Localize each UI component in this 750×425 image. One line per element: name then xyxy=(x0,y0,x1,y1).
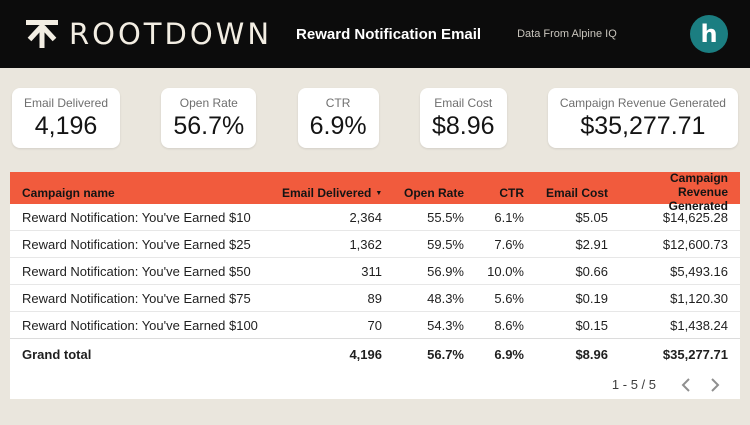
kpi-label: Email Delivered xyxy=(24,96,109,110)
metric-value-cell: $1,438.24 xyxy=(670,317,728,333)
grand-total-email-cost: $8.96 xyxy=(575,347,608,362)
campaign-name-cell: Reward Notification: You've Earned $100 xyxy=(22,317,258,333)
column-header-email-cost[interactable]: Email Cost xyxy=(545,185,608,200)
grand-total-row: Grand total 4,196 56.7% 6.9% $8.96 $35,2… xyxy=(10,339,740,370)
metric-value-cell: 7.6% xyxy=(494,236,524,252)
grand-total-label: Grand total xyxy=(22,347,92,362)
metric-value-cell: 8.6% xyxy=(494,317,524,333)
campaign-name-cell: Reward Notification: You've Earned $10 xyxy=(22,209,251,225)
campaign-name-cell: Reward Notification: You've Earned $50 xyxy=(22,263,251,279)
table-row: Reward Notification: You've Earned $50 31… xyxy=(10,258,740,285)
sort-desc-icon: ▼ xyxy=(375,189,383,197)
chevron-left-icon xyxy=(681,377,690,392)
metric-value-cell: 1,362 xyxy=(349,236,382,252)
kpi-label: Open Rate xyxy=(179,96,238,110)
grand-total-email-delivered: 4,196 xyxy=(349,347,382,362)
grand-total-campaign-revenue: $35,277.71 xyxy=(662,347,728,362)
headset-avatar-badge: h xyxy=(690,15,728,53)
kpi-label: CTR xyxy=(325,96,351,110)
grand-total-open-rate: 56.7% xyxy=(427,347,464,362)
chevron-right-icon xyxy=(710,377,719,392)
page-range-label: 1 - 5 / 5 xyxy=(611,377,656,392)
kpi-value: 4,196 xyxy=(34,112,98,140)
metric-value-cell: $12,600.73 xyxy=(662,236,728,252)
metric-value-cell: $2.91 xyxy=(575,236,608,252)
grand-total-ctr: 6.9% xyxy=(494,347,524,362)
metric-value-cell: 56.9% xyxy=(427,263,464,279)
kpi-scorecards: Email Delivered 4,196 Open Rate 56.7% CT… xyxy=(12,88,738,148)
table-row: Reward Notification: You've Earned $75 89… xyxy=(10,285,740,312)
metric-value-cell: 6.1% xyxy=(494,209,524,225)
logo-wordmark: ROOTDOWN xyxy=(69,17,273,51)
column-header-email-delivered[interactable]: Email Delivered ▼ xyxy=(282,185,383,200)
kpi-card-ctr: CTR 6.9% xyxy=(297,88,379,148)
metric-value-cell: 48.3% xyxy=(427,290,464,306)
kpi-value: $8.96 xyxy=(431,112,495,140)
metric-value-cell: $5.05 xyxy=(575,209,608,225)
column-header-open-rate[interactable]: Open Rate xyxy=(403,185,464,200)
report-title: Reward Notification Email xyxy=(296,25,482,43)
rootdown-logo: ROOTDOWN xyxy=(25,17,272,51)
metric-value-cell: $0.66 xyxy=(575,263,608,279)
table-pagination: 1 - 5 / 5 xyxy=(10,370,740,399)
campaign-name-cell: Reward Notification: You've Earned $75 xyxy=(22,290,251,306)
rootdown-logo-icon xyxy=(26,20,58,48)
column-header-ctr[interactable]: CTR xyxy=(499,185,524,200)
metric-value-cell: 10.0% xyxy=(487,263,524,279)
table-row: Reward Notification: You've Earned $10 2,… xyxy=(10,204,740,231)
metric-value-cell: 89 xyxy=(367,290,382,306)
kpi-value: $35,277.71 xyxy=(580,112,706,140)
metric-value-cell: $0.15 xyxy=(575,317,608,333)
top-header-bar: ROOTDOWN Reward Notification Email Data … xyxy=(0,0,750,68)
kpi-card-email-delivered: Email Delivered 4,196 xyxy=(12,88,121,148)
data-source-label: Data From Alpine IQ xyxy=(517,28,617,40)
kpi-card-open-rate: Open Rate 56.7% xyxy=(161,88,257,148)
metric-value-cell: $0.19 xyxy=(575,290,608,306)
metric-value-cell: 2,364 xyxy=(349,209,382,225)
kpi-label: Campaign Revenue Generated xyxy=(559,96,726,110)
kpi-value: 6.9% xyxy=(309,112,367,140)
next-page-button[interactable] xyxy=(704,374,726,396)
column-header-campaign-revenue[interactable]: Campaign Revenue Generated xyxy=(668,171,728,213)
metric-value-cell: 311 xyxy=(361,263,382,279)
avatar-letter: h xyxy=(700,20,718,48)
table-header-row: Campaign name Email Delivered ▼ Open Rate… xyxy=(10,171,740,213)
kpi-label: Email Cost xyxy=(434,96,493,110)
table-row: Reward Notification: You've Earned $100 7… xyxy=(10,312,740,339)
campaign-name-cell: Reward Notification: You've Earned $25 xyxy=(22,236,251,252)
metric-value-cell: $14,625.28 xyxy=(662,209,728,225)
table-body: Reward Notification: You've Earned $10 2,… xyxy=(10,204,740,339)
campaign-table: Campaign name Email Delivered ▼ Open Rate… xyxy=(10,171,740,399)
kpi-value: 56.7% xyxy=(173,112,245,140)
column-header-campaign-name[interactable]: Campaign name xyxy=(22,185,115,200)
metric-value-cell: 55.5% xyxy=(427,209,464,225)
metric-value-cell: 70 xyxy=(367,317,382,333)
kpi-card-email-cost: Email Cost $8.96 xyxy=(419,88,507,148)
metric-value-cell: $1,120.30 xyxy=(670,290,728,306)
metric-value-cell: 59.5% xyxy=(427,236,464,252)
table-row: Reward Notification: You've Earned $25 1,… xyxy=(10,231,740,258)
metric-value-cell: $5,493.16 xyxy=(670,263,728,279)
metric-value-cell: 5.6% xyxy=(494,290,524,306)
previous-page-button[interactable] xyxy=(674,374,696,396)
kpi-card-campaign-revenue: Campaign Revenue Generated $35,277.71 xyxy=(547,88,738,148)
metric-value-cell: 54.3% xyxy=(427,317,464,333)
